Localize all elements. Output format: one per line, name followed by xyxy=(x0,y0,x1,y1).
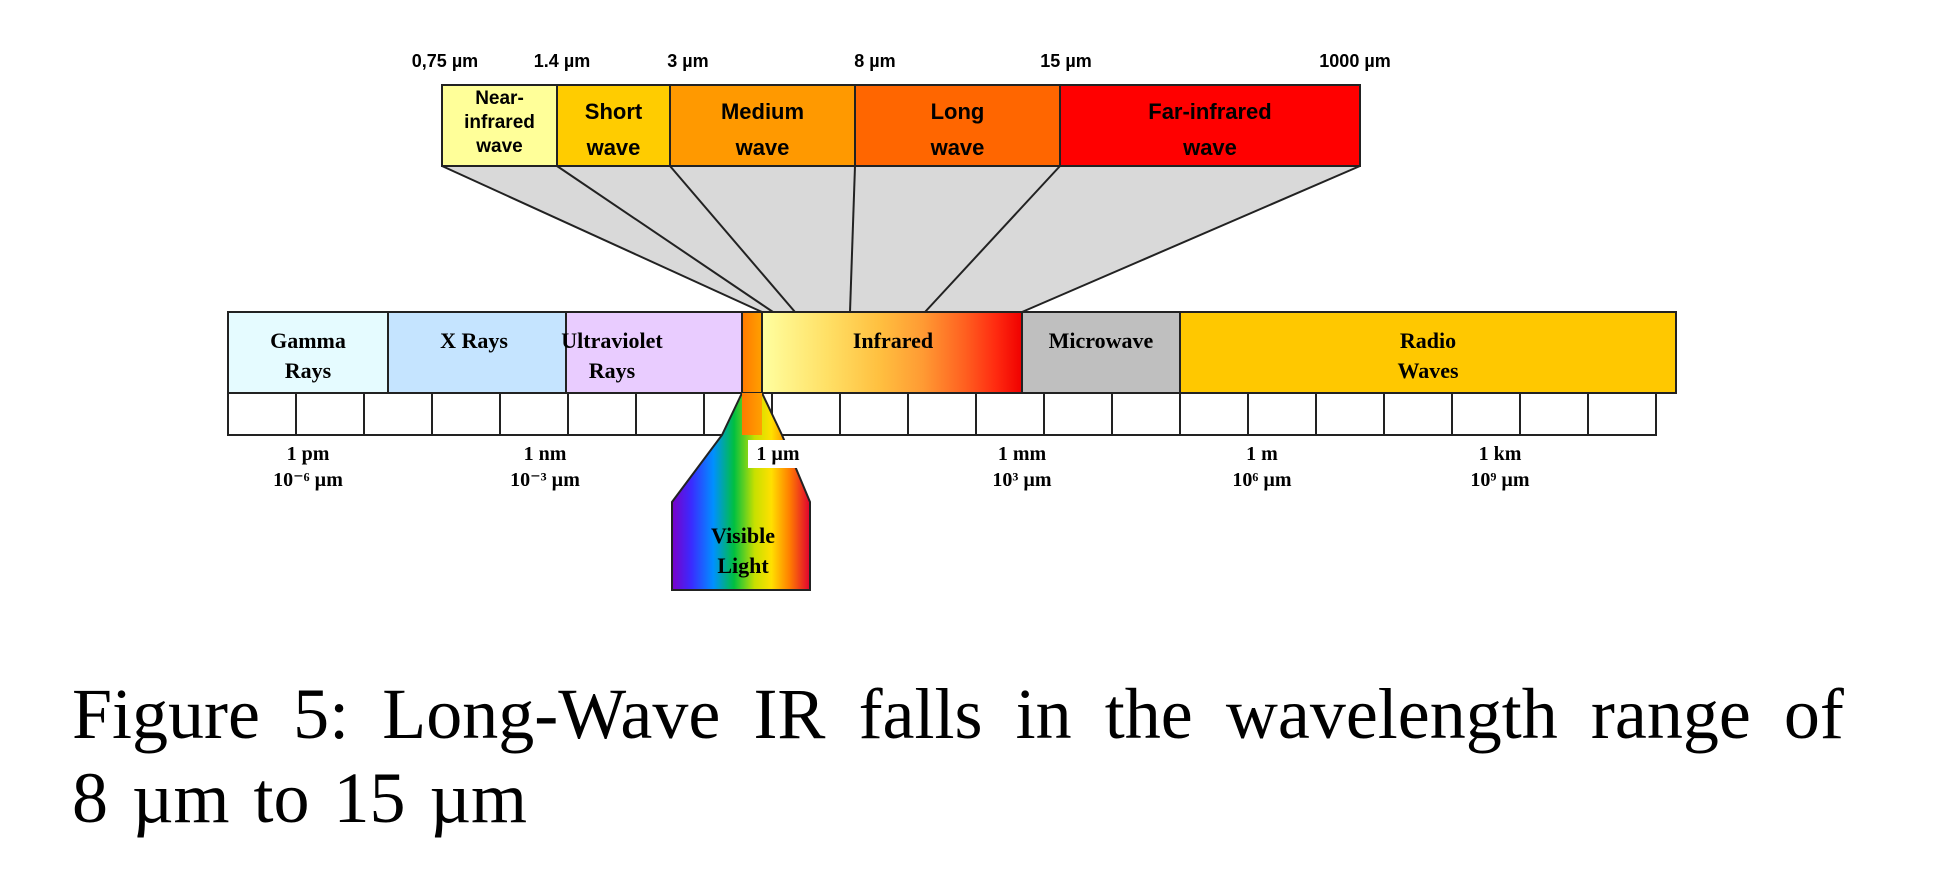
infrared-zoom-funnel xyxy=(441,165,1361,313)
caption-word: IR xyxy=(753,674,826,754)
wavelength-labels: 0,75 µm 1.4 µm 3 µm 8 µm 15 µm 1000 µm xyxy=(412,51,1391,71)
spectrum-band-label: Infrared xyxy=(853,328,933,353)
spectrum-band xyxy=(565,311,743,394)
ir-subband-label: Medium wave xyxy=(721,99,804,160)
figure-caption: Figure 5: Long-Wave IR falls in the wavelength r… xyxy=(72,672,1852,840)
scale-tick-boxes xyxy=(227,392,1657,436)
wavelength-label: 8 µm xyxy=(854,51,895,71)
wavelength-label: 15 µm xyxy=(1040,51,1091,71)
spectrum-band-label: X Rays xyxy=(440,328,508,353)
ir-subband-box xyxy=(1059,84,1361,167)
spectrum-band xyxy=(1021,311,1181,394)
tick-row xyxy=(227,392,1657,436)
ir-subband-box xyxy=(669,84,856,167)
caption-word: 5: xyxy=(293,674,350,754)
scale-label: 1 pm 10⁻⁶ µm xyxy=(273,443,343,491)
caption-word: in xyxy=(1015,674,1072,754)
spectrum-band xyxy=(761,311,1023,394)
caption-word: the xyxy=(1104,674,1193,754)
funnel-line xyxy=(556,165,774,313)
spectrum-band xyxy=(1179,311,1677,394)
spectrum-band-label: Ultraviolet Rays xyxy=(561,328,663,383)
caption-word: range xyxy=(1590,674,1751,754)
ir-subband-box xyxy=(556,84,671,167)
wavelength-label: 0,75 µm xyxy=(412,51,478,71)
caption-line-2: 8 µm to 15 µm xyxy=(72,758,527,838)
caption-word: Long-Wave xyxy=(382,674,721,754)
caption-word: wavelength xyxy=(1225,674,1558,754)
scale-label: 1 µm xyxy=(756,443,800,465)
scale-label: 1 mm 10³ µm xyxy=(992,443,1052,491)
caption-word: Figure xyxy=(72,674,260,754)
electromagnetic-spectrum-diagram: 0,75 µm 1.4 µm 3 µm 8 µm 15 µm 1000 µm Near-i… xyxy=(227,51,1677,591)
micrometer-label-bg xyxy=(748,440,806,468)
caption-word: falls xyxy=(858,674,983,754)
wavelength-label: 1000 µm xyxy=(1319,51,1390,71)
funnel-fill xyxy=(442,166,1360,312)
scale-label: 1 m 10⁶ µm xyxy=(1232,443,1292,491)
spectrum-band-label: Radio Waves xyxy=(1397,328,1459,383)
caption-line-1: Figure 5: Long-Wave IR falls in the wavelength r… xyxy=(72,672,1844,756)
ir-subband-label: Short wave xyxy=(585,99,643,160)
spectrum-band-label: Microwave xyxy=(1049,328,1154,353)
wavelength-label: 1.4 µm xyxy=(534,51,590,71)
spectrum-band xyxy=(387,311,567,394)
funnel-line xyxy=(669,165,796,313)
visible-neck xyxy=(742,393,762,435)
scale-label: 1 km 10⁹ µm xyxy=(1470,443,1530,491)
funnel-line xyxy=(924,165,1061,313)
ir-subband-label: Long wave xyxy=(930,99,985,160)
ir-subband-box xyxy=(854,84,1061,167)
visible-light-strip xyxy=(741,311,763,394)
infrared-subbands: Near-infrared wave Short wave Medium wave Long… xyxy=(441,84,1361,167)
scale-label: 1 nm 10⁻³ µm xyxy=(510,443,580,491)
ir-subband-box xyxy=(441,84,558,167)
spectrum-band-label: Gamma Rays xyxy=(270,328,346,383)
ir-subband-label: Near-infrared wave xyxy=(464,88,535,157)
funnel-line xyxy=(441,165,763,313)
funnel-line xyxy=(849,165,856,313)
wavelength-label: 3 µm xyxy=(667,51,708,71)
funnel-line xyxy=(1021,165,1361,313)
caption-word: of xyxy=(1783,674,1844,754)
ir-subband-label: Far-infrared wave xyxy=(1148,99,1271,160)
spectrum-bands: Gamma Rays X Rays Ultraviolet Rays Infrared Mi… xyxy=(227,311,1677,394)
visible-light-label: Visible Light xyxy=(711,523,775,578)
